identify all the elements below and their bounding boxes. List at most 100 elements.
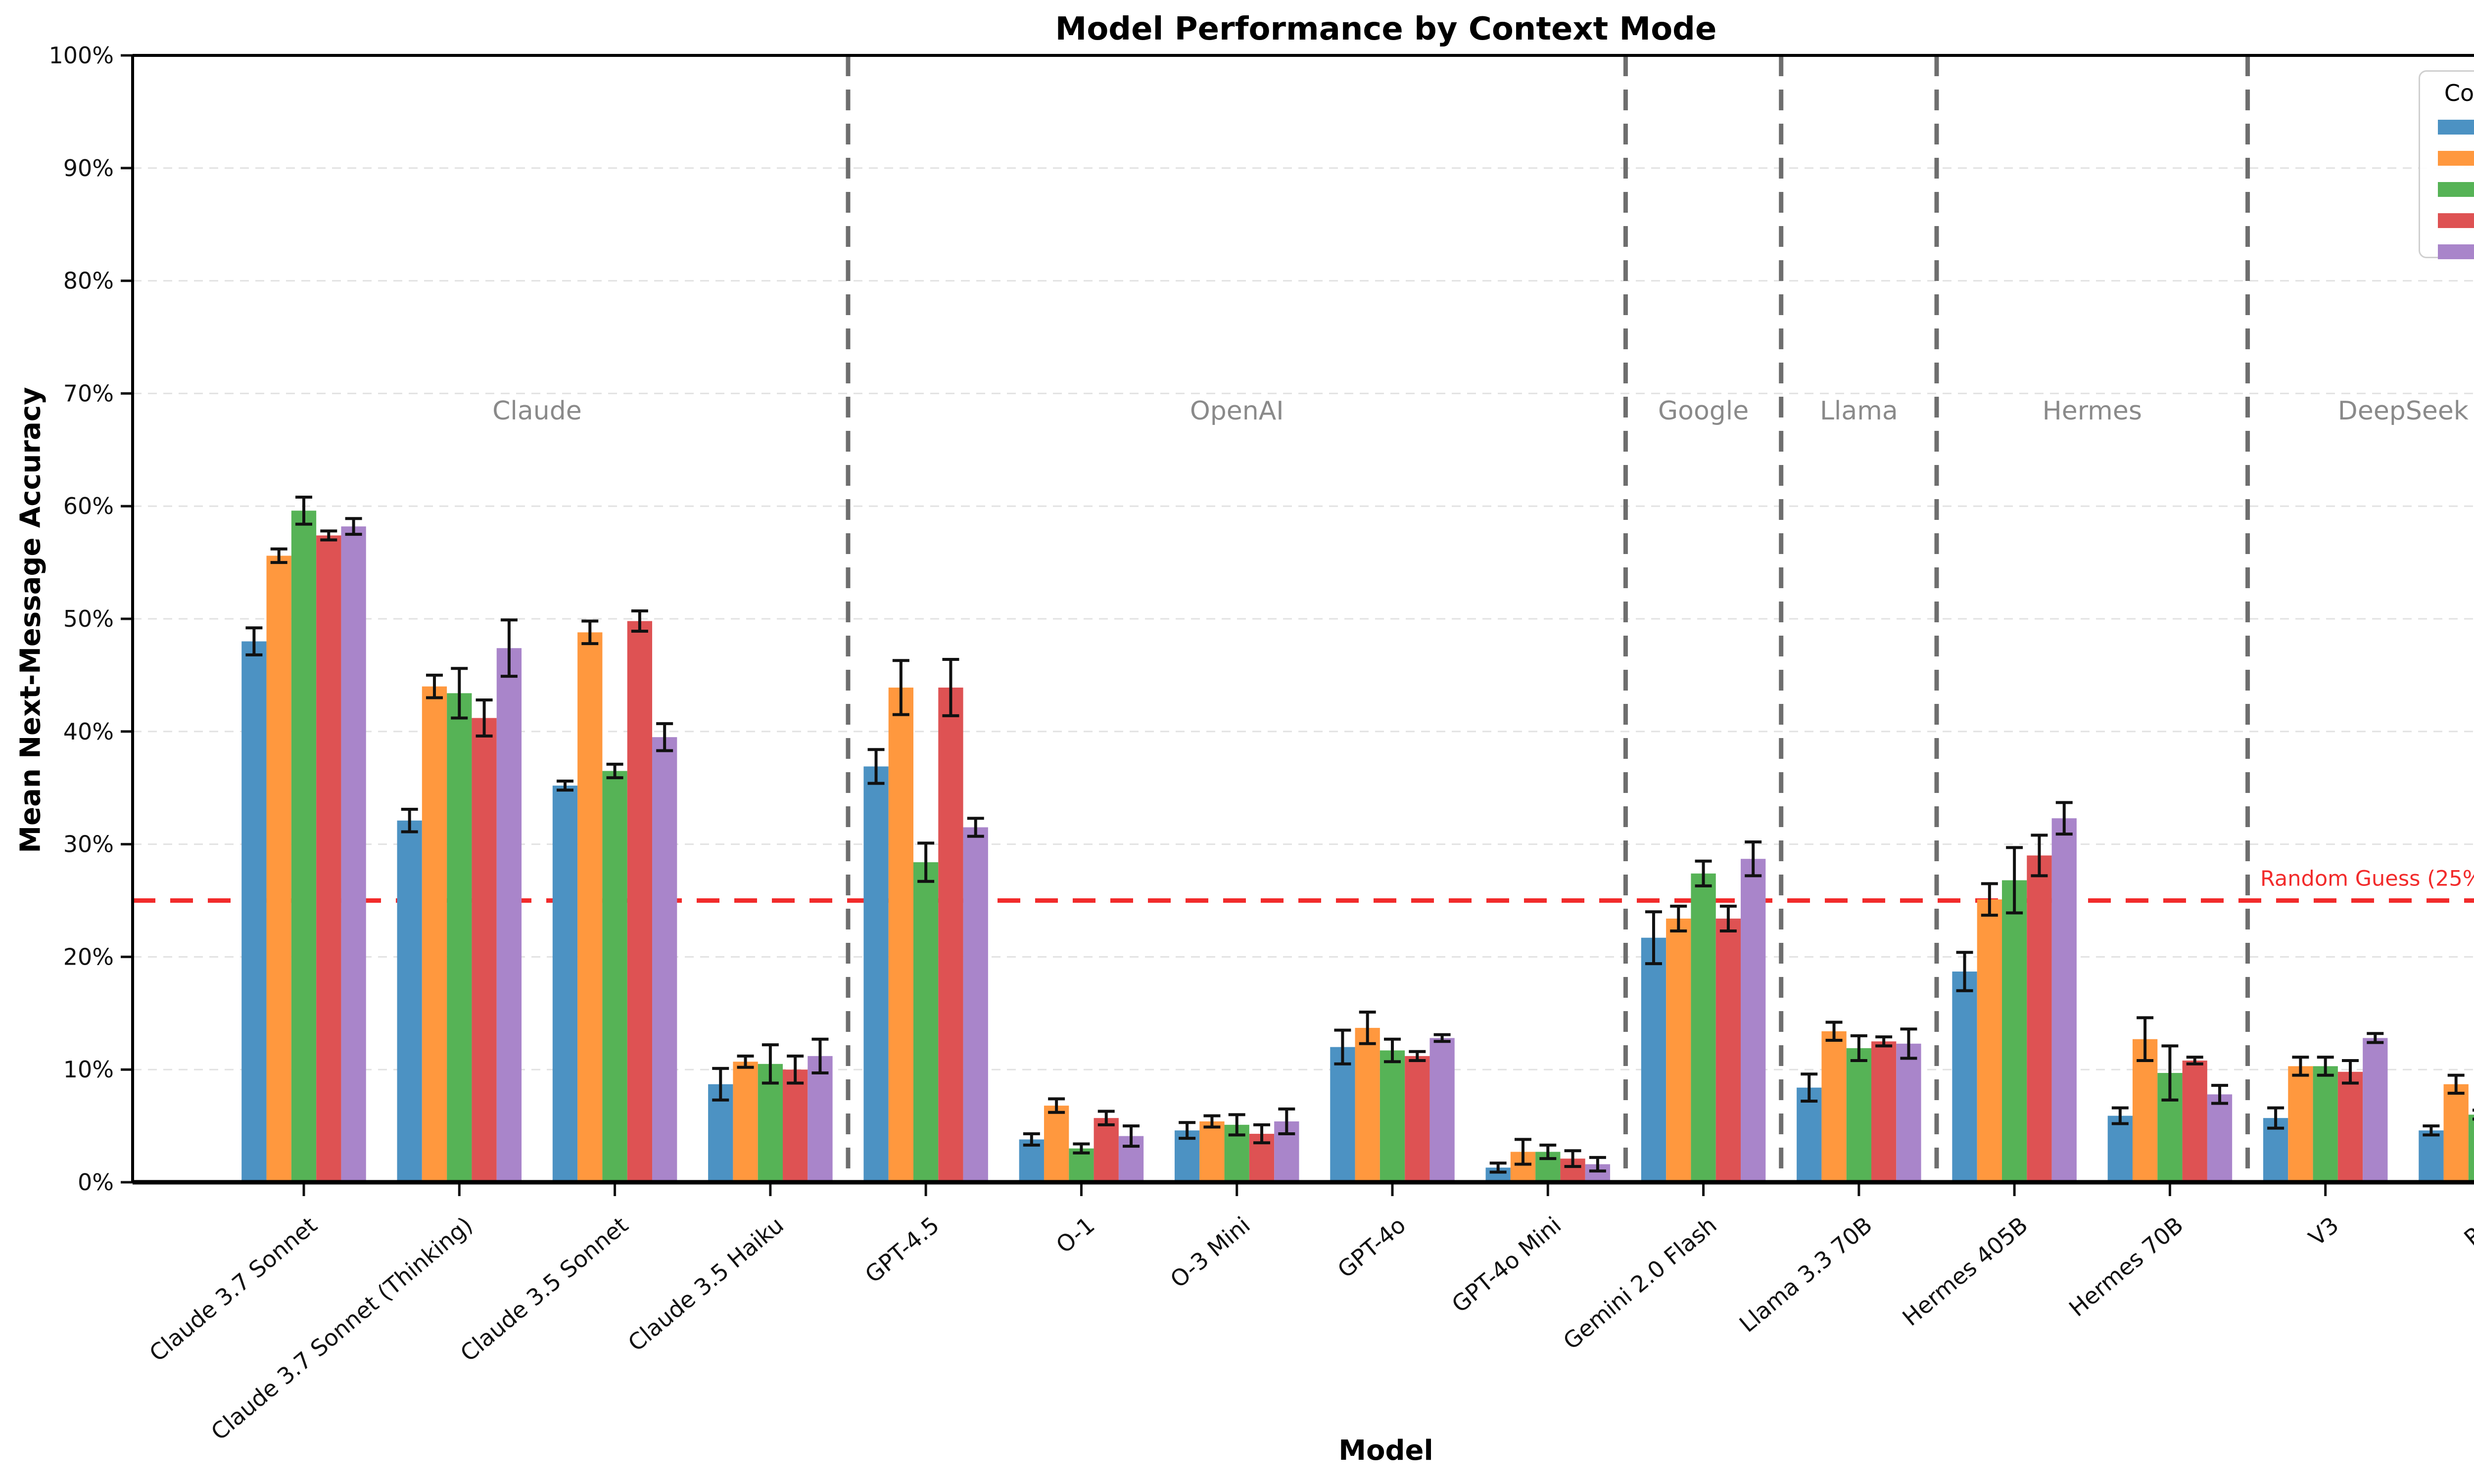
bar — [863, 766, 889, 1182]
bar — [1405, 1056, 1430, 1182]
bar — [2468, 1114, 2474, 1182]
bar — [913, 862, 939, 1182]
group-label: DeepSeek — [2338, 396, 2469, 426]
bar — [1380, 1050, 1405, 1182]
bar — [1330, 1047, 1355, 1182]
bar — [2107, 1115, 2133, 1182]
y-tick-label: 20% — [63, 943, 114, 970]
bar — [1666, 918, 1691, 1182]
bar — [552, 786, 578, 1182]
bar — [316, 535, 341, 1182]
x-tick-label: GPT-4o — [1332, 1211, 1411, 1283]
legend-item: 50 Raw — [2420, 142, 2474, 174]
bar — [2443, 1084, 2469, 1182]
y-tick-label: 50% — [63, 605, 114, 632]
bar — [2051, 818, 2077, 1182]
bar — [472, 718, 497, 1182]
legend-swatch — [2438, 244, 2474, 259]
bar — [496, 648, 522, 1182]
bar — [1355, 1027, 1380, 1182]
x-tick-label: GPT-4o Mini — [1447, 1211, 1567, 1318]
legend-swatch — [2438, 182, 2474, 197]
legend-swatch — [2438, 150, 2474, 166]
bar — [627, 621, 653, 1182]
bar — [2313, 1066, 2338, 1182]
bar — [1871, 1041, 1897, 1182]
bar — [2419, 1130, 2444, 1182]
y-tick-label: 10% — [63, 1056, 114, 1083]
y-tick-label: 0% — [78, 1169, 114, 1196]
group-label: Claude — [492, 396, 582, 426]
chart-title: Model Performance by Context Mode — [1055, 11, 1717, 47]
bar — [397, 820, 422, 1182]
group-label: Hermes — [2043, 396, 2142, 426]
bar — [1952, 972, 1977, 1182]
x-tick-label: Hermes 405B — [1897, 1211, 2033, 1331]
x-tick-label: Claude 3.7 Sonnet — [144, 1211, 322, 1367]
bar — [808, 1056, 833, 1182]
bar — [1199, 1121, 1225, 1182]
group-label: OpenAI — [1190, 396, 1284, 426]
bar — [1641, 937, 1666, 1182]
x-tick-label: Llama 3.3 70B — [1734, 1211, 1877, 1338]
bar — [291, 510, 317, 1182]
x-tick-label: V3 — [2304, 1211, 2344, 1251]
y-tick-label: 100% — [48, 42, 114, 69]
bar — [963, 827, 988, 1182]
bar — [652, 737, 677, 1182]
bar — [2363, 1038, 2388, 1182]
legend-swatch — [2438, 213, 2474, 228]
bar — [1797, 1087, 1822, 1182]
bar — [422, 686, 447, 1182]
y-tick-label: 80% — [63, 268, 114, 294]
legend-item: 50 Summary — [2420, 174, 2474, 205]
y-axis-label: Mean Next-Message Accuracy — [14, 387, 47, 853]
bar — [2288, 1066, 2313, 1182]
legend-items: No Context50 Raw50 Summary100 Raw100 Sum… — [2420, 111, 2474, 267]
bar — [577, 632, 603, 1182]
bar — [783, 1069, 808, 1182]
bar — [1821, 1031, 1847, 1182]
legend-item: 100 Summary — [2420, 236, 2474, 267]
bar — [2182, 1060, 2207, 1182]
x-tick-label: O-3 Mini — [1165, 1211, 1255, 1293]
y-tick-label: 60% — [63, 493, 114, 519]
y-tick-label: 30% — [63, 831, 114, 858]
bar — [1019, 1139, 1044, 1182]
x-tick-label: Claude 3.7 Sonnet (Thinking) — [206, 1211, 477, 1445]
x-tick-label: Gemini 2.0 Flash — [1558, 1211, 1722, 1355]
x-tick-label: Claude 3.5 Sonnet — [455, 1211, 633, 1367]
x-axis-label: Model — [1338, 1435, 1433, 1467]
bar — [2001, 880, 2027, 1182]
bar — [733, 1062, 758, 1182]
bar — [1846, 1048, 1872, 1182]
bar — [1741, 859, 1766, 1182]
bar — [1977, 899, 2002, 1182]
random-guess-label: Random Guess (25%) — [2260, 867, 2474, 891]
bar — [241, 641, 267, 1182]
y-tick-label: 40% — [63, 718, 114, 745]
legend-swatch — [2438, 119, 2474, 135]
x-tick-label: GPT-4.5 — [860, 1211, 944, 1288]
y-tick-label: 70% — [63, 380, 114, 407]
bar — [938, 687, 963, 1182]
bar — [888, 687, 913, 1182]
group-label: Llama — [1820, 396, 1898, 426]
bar — [1429, 1038, 1455, 1182]
bar — [447, 693, 472, 1182]
legend-box: Context Mode No Context50 Raw50 Summary1… — [2419, 70, 2474, 259]
y-tick-label: 90% — [63, 155, 114, 182]
bar — [602, 771, 627, 1182]
bar — [2132, 1039, 2158, 1182]
x-tick-label: O-1 — [1051, 1211, 1100, 1258]
x-tick-label: R1 — [2459, 1211, 2474, 1252]
x-tick-label: Claude 3.5 Haiku — [623, 1211, 789, 1356]
bar — [1715, 918, 1741, 1182]
bar — [266, 556, 291, 1182]
bar — [1691, 873, 1716, 1182]
bar — [341, 526, 366, 1182]
bar — [1094, 1118, 1119, 1182]
group-label: Google — [1658, 396, 1749, 426]
